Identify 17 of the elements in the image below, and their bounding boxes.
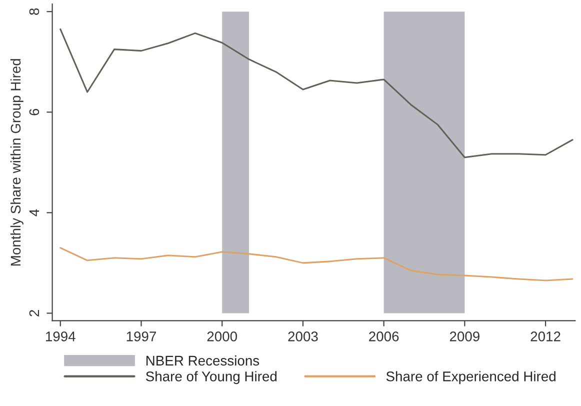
x-tick-label: 2003 (288, 332, 318, 342)
x-tick-label: 1994 (46, 332, 76, 342)
line-series (60, 28, 574, 158)
x-tick-label: 2009 (450, 332, 480, 342)
legend-label: Share of Young Hired (146, 371, 277, 384)
y-tick-label: 8 (29, 8, 40, 15)
y-tick-label: 6 (29, 108, 40, 116)
line-series (60, 247, 574, 282)
x-tick-label: 2006 (369, 332, 399, 342)
x-tick-label: 2012 (530, 332, 560, 342)
legend-label: Share of Experienced Hired (386, 371, 556, 384)
y-tick-label: 4 (29, 209, 39, 216)
legend-label: NBER Recessions (146, 355, 260, 366)
x-tick-label: 1997 (126, 332, 156, 342)
x-tick-label: 2000 (207, 332, 238, 342)
y-tick-label: 2 (29, 310, 39, 316)
y-axis-title: Monthly Share within Group Hired (10, 59, 24, 266)
